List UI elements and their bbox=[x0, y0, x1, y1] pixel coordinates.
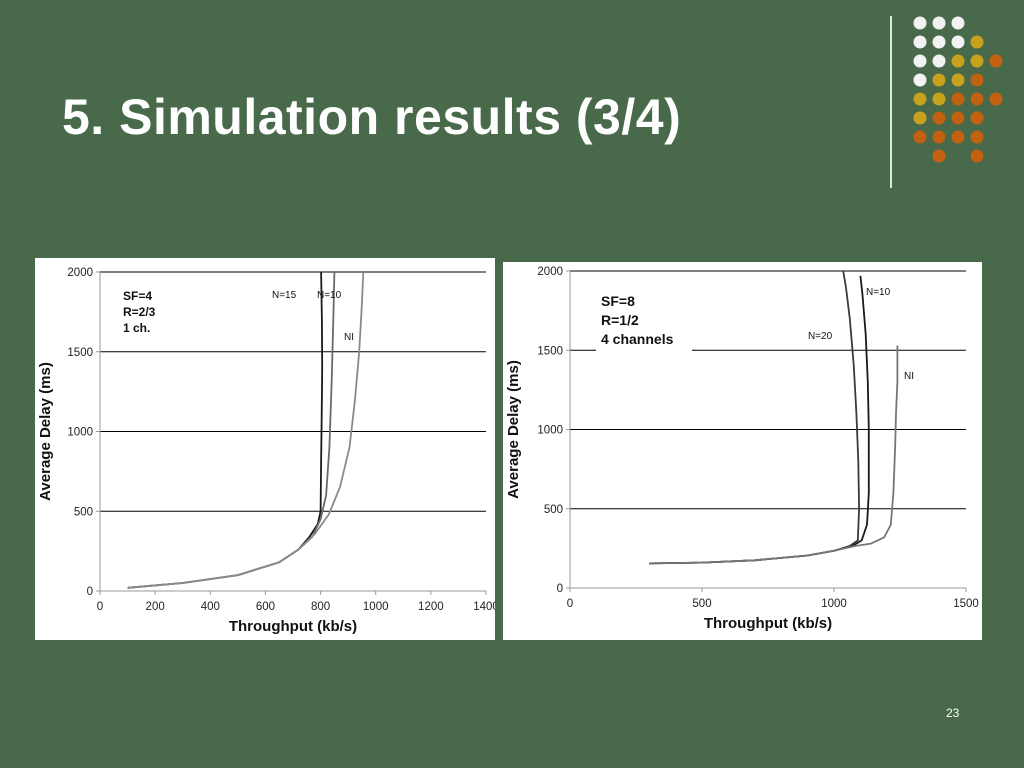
chart-left-panel: 0 500 1000 1500 2000 0 200 400 600 800 1000 1200 140… bbox=[35, 258, 495, 640]
x-axis-label: Throughput (kb/s) bbox=[704, 615, 832, 632]
x-tick-label: 800 bbox=[311, 601, 330, 613]
decor-dot bbox=[913, 54, 927, 68]
decor-dot bbox=[970, 73, 984, 87]
decor-dot bbox=[951, 73, 965, 87]
decorative-divider bbox=[890, 16, 892, 188]
y-tick-label: 500 bbox=[74, 506, 93, 518]
decor-dot bbox=[913, 35, 927, 49]
y-tick-label: 1000 bbox=[537, 425, 563, 437]
decor-dot bbox=[970, 92, 984, 106]
series-label: NI bbox=[904, 371, 914, 382]
decor-dot bbox=[932, 92, 946, 106]
decor-dot bbox=[970, 54, 984, 68]
decor-dot bbox=[932, 54, 946, 68]
series-label: N=10 bbox=[317, 290, 342, 301]
decor-dot bbox=[951, 111, 965, 125]
decor-dot bbox=[932, 16, 946, 30]
x-tick-label: 1000 bbox=[363, 601, 389, 613]
x-tick-label: 0 bbox=[567, 598, 573, 610]
chart-right-panel: 0 500 1000 1500 2000 0 500 1000 1500 Throughput (… bbox=[503, 262, 982, 640]
decor-dot bbox=[932, 111, 946, 125]
annotation-text: SF=4 bbox=[123, 289, 152, 303]
y-tick-label: 1000 bbox=[67, 427, 93, 439]
annotation-text: R=1/2 bbox=[601, 312, 639, 328]
x-tick-label: 1200 bbox=[418, 601, 444, 613]
x-tick-label: 1000 bbox=[821, 598, 847, 610]
slide-title: 5. Simulation results (3/4) bbox=[62, 89, 682, 145]
y-tick-label: 0 bbox=[87, 586, 93, 598]
decor-dot bbox=[913, 92, 927, 106]
decor-dot bbox=[932, 149, 946, 163]
x-axis-label: Throughput (kb/s) bbox=[229, 618, 357, 635]
decor-dot bbox=[913, 16, 927, 30]
decor-dot bbox=[913, 73, 927, 87]
decor-dot bbox=[951, 92, 965, 106]
series-label: NI bbox=[344, 332, 354, 343]
annotation-text: 1 ch. bbox=[123, 321, 150, 335]
decor-dot bbox=[932, 35, 946, 49]
y-tick-label: 2000 bbox=[67, 267, 93, 279]
decor-dot bbox=[970, 130, 984, 144]
annotation-text: 4 channels bbox=[601, 331, 674, 347]
series-label: N=20 bbox=[808, 331, 833, 342]
decor-dot bbox=[913, 111, 927, 125]
y-tick-label: 500 bbox=[544, 504, 563, 516]
series-label: N=10 bbox=[866, 287, 891, 298]
decor-dot bbox=[970, 149, 984, 163]
decor-dot bbox=[970, 111, 984, 125]
decor-dot bbox=[970, 35, 984, 49]
decor-dot bbox=[913, 130, 927, 144]
x-tick-label: 200 bbox=[146, 601, 165, 613]
y-tick-label: 1500 bbox=[67, 347, 93, 359]
x-tick-label: 0 bbox=[97, 601, 103, 613]
x-tick-label: 1400 bbox=[473, 601, 495, 613]
annotation-bg bbox=[596, 291, 692, 353]
decor-dot bbox=[951, 16, 965, 30]
series-label: N=15 bbox=[272, 290, 297, 301]
annotation-text: SF=8 bbox=[601, 293, 635, 309]
x-tick-label: 500 bbox=[692, 598, 711, 610]
decor-dot bbox=[932, 130, 946, 144]
page-number: 23 bbox=[946, 706, 960, 720]
x-tick-label: 1500 bbox=[953, 598, 979, 610]
series-line bbox=[649, 345, 899, 565]
y-tick-label: 2000 bbox=[537, 266, 563, 278]
chart-left: 0 500 1000 1500 2000 0 200 400 600 800 1000 1200 140… bbox=[37, 267, 495, 635]
y-axis-label: Average Delay (ms) bbox=[37, 362, 54, 501]
y-axis-label: Average Delay (ms) bbox=[505, 360, 522, 499]
decor-dot bbox=[989, 92, 1003, 106]
chart-right: 0 500 1000 1500 2000 0 500 1000 1500 Throughput (… bbox=[505, 266, 979, 632]
decor-dot bbox=[951, 35, 965, 49]
series-line bbox=[127, 271, 365, 589]
series-line bbox=[127, 271, 336, 589]
y-tick-label: 1500 bbox=[537, 345, 563, 357]
y-tick-label: 0 bbox=[557, 583, 563, 595]
series-line bbox=[127, 271, 324, 589]
annotation-text: R=2/3 bbox=[123, 305, 156, 319]
decor-dot bbox=[951, 130, 965, 144]
decor-dot bbox=[951, 54, 965, 68]
decor-dot bbox=[989, 54, 1003, 68]
decor-dot bbox=[932, 73, 946, 87]
x-tick-label: 400 bbox=[201, 601, 220, 613]
x-tick-label: 600 bbox=[256, 601, 275, 613]
